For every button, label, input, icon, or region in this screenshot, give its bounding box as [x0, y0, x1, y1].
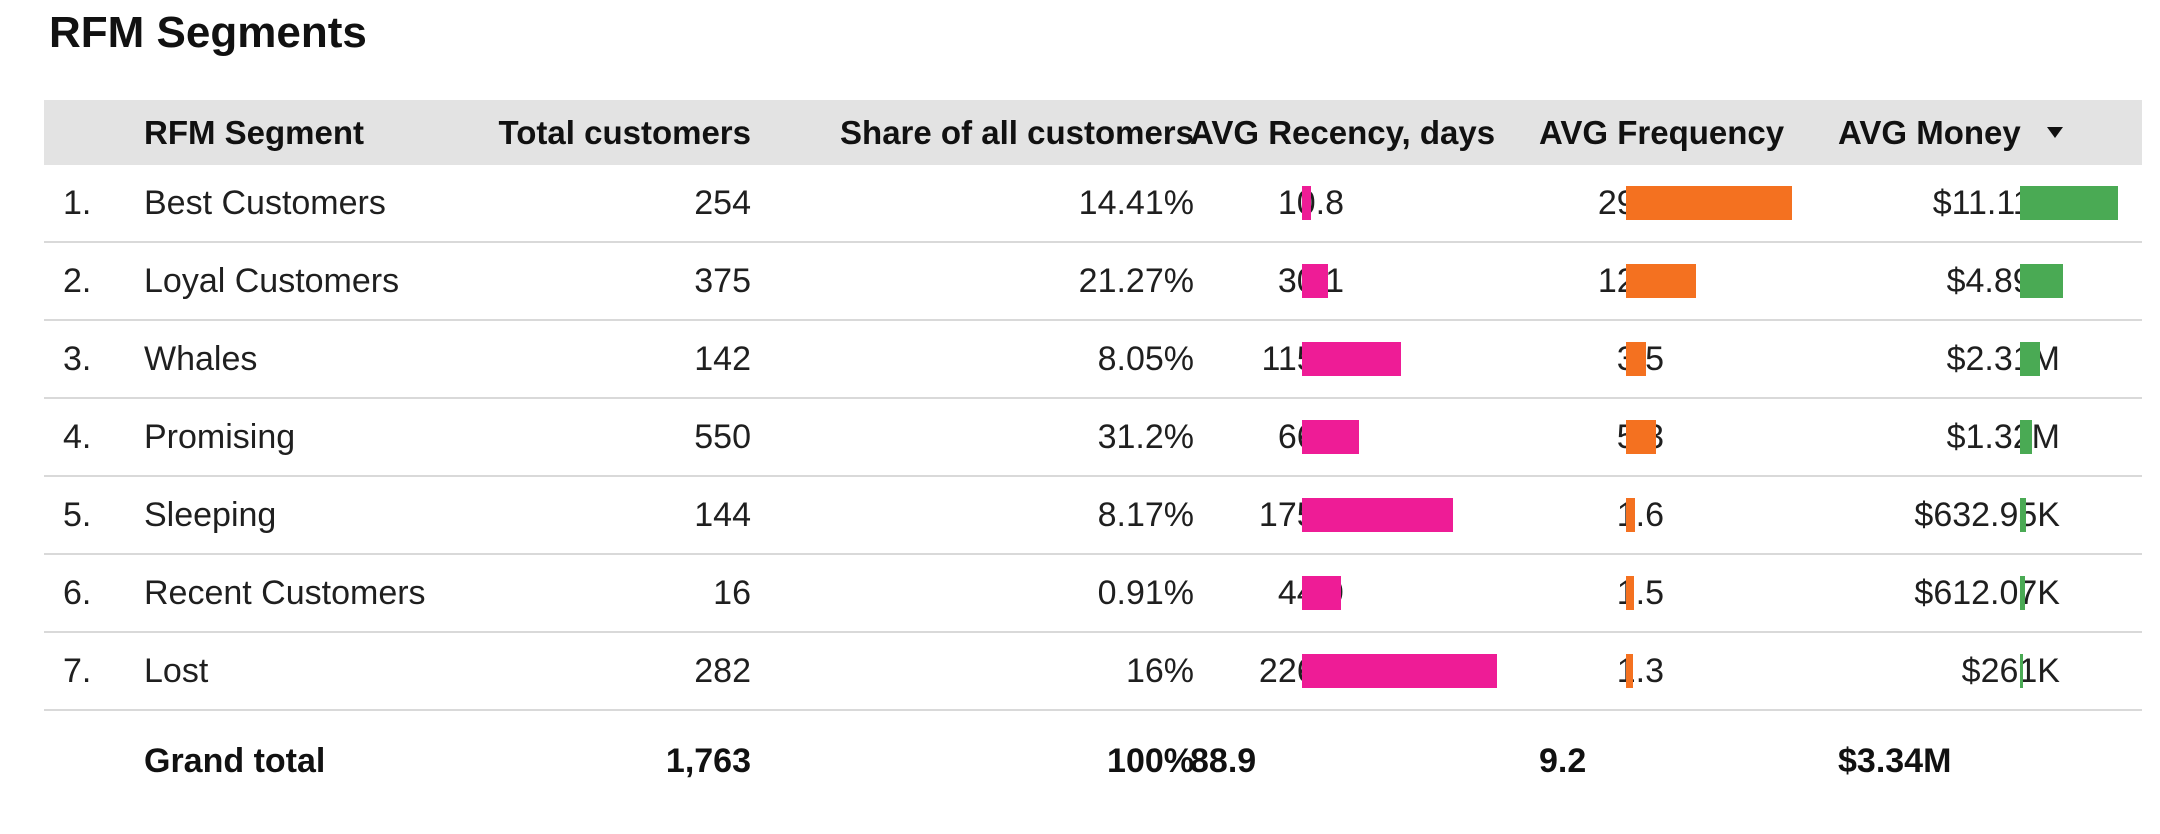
page-title: RFM Segments [49, 8, 367, 57]
row-frequency: 1.3 [1616, 651, 1664, 690]
row-total-customers: 142 [694, 339, 751, 378]
recency-bar [1302, 576, 1341, 610]
frequency-bar [1626, 186, 1792, 220]
header-frequency[interactable]: AVG Frequency [1539, 113, 1785, 151]
grand-total-row: Grand total 1,763 100% 88.9 9.2 $3.34M [44, 711, 2142, 811]
money-bar [2020, 654, 2023, 688]
row-total-customers: 144 [694, 495, 751, 534]
money-bar [2020, 264, 2064, 298]
header-share[interactable]: Share of all customers [840, 113, 1194, 151]
row-frequency: 1.6 [1616, 495, 1664, 534]
row-total-customers: 282 [694, 651, 751, 690]
row-segment: Best Customers [144, 183, 386, 222]
row-frequency: 1.5 [1616, 573, 1664, 612]
rfm-table: RFM Segment Total customers Share of all… [44, 100, 2142, 811]
row-total-customers: 375 [694, 261, 751, 300]
header-money-label: AVG Money [1838, 113, 2021, 151]
money-bar [2020, 498, 2026, 532]
row-segment: Lost [144, 651, 209, 690]
row-total-customers: 550 [694, 417, 751, 456]
row-total-customers: 254 [694, 183, 751, 222]
row-share: 21.27% [1078, 261, 1194, 300]
row-index: 3. [63, 339, 92, 378]
header-money[interactable]: AVG Money [1838, 100, 2063, 165]
row-total-customers: 16 [713, 573, 751, 612]
row-money: $261K [1961, 651, 2060, 690]
row-share: 14.41% [1078, 183, 1194, 222]
row-money: $2.31M [1946, 339, 2060, 378]
money-bar [2020, 186, 2118, 220]
grand-total-recency: 88.9 [1190, 741, 1257, 780]
recency-bar [1302, 498, 1453, 532]
row-segment: Sleeping [144, 495, 277, 534]
frequency-bar [1626, 264, 1696, 298]
row-segment: Recent Customers [144, 573, 426, 612]
money-bar [2020, 342, 2041, 376]
row-money: $612.07K [1914, 573, 2060, 612]
header-recency[interactable]: AVG Recency, days [1190, 113, 1496, 151]
row-segment: Loyal Customers [144, 261, 400, 300]
row-money: $1.32M [1946, 417, 2060, 456]
money-bar [2020, 576, 2026, 610]
grand-total-share: 100% [1107, 741, 1194, 780]
table-body: 1.Best Customers25414.41%10.829.4$11.11M… [44, 165, 2142, 711]
row-share: 31.2% [1097, 417, 1194, 456]
frequency-bar [1626, 654, 1634, 688]
grand-total-customers: 1,763 [665, 741, 751, 780]
sort-descending-icon[interactable] [2046, 127, 2063, 138]
frequency-bar [1626, 342, 1646, 376]
row-index: 7. [63, 651, 92, 690]
recency-bar [1302, 420, 1359, 454]
recency-bar [1302, 186, 1312, 220]
row-segment: Promising [144, 417, 296, 456]
grand-total-frequency: 9.2 [1539, 741, 1587, 780]
recency-bar [1302, 342, 1402, 376]
row-index: 2. [63, 261, 92, 300]
header-total-customers[interactable]: Total customers [498, 113, 751, 151]
row-index: 4. [63, 417, 92, 456]
row-share: 8.05% [1097, 339, 1194, 378]
row-index: 5. [63, 495, 92, 534]
row-segment: Whales [144, 339, 258, 378]
row-index: 6. [63, 573, 92, 612]
frequency-bar [1626, 420, 1656, 454]
table-header: RFM Segment Total customers Share of all… [44, 100, 2142, 165]
frequency-bar [1626, 576, 1635, 610]
row-share: 16% [1125, 651, 1194, 690]
frequency-bar [1626, 498, 1636, 532]
row-money: $632.95K [1914, 495, 2060, 534]
money-bar [2020, 420, 2032, 454]
row-share: 8.17% [1097, 495, 1194, 534]
recency-bar [1302, 654, 1497, 688]
recency-bar [1302, 264, 1328, 298]
row-recency: 10.8 [1174, 165, 1344, 241]
grand-total-money: $3.34M [1838, 741, 1952, 780]
header-segment[interactable]: RFM Segment [144, 113, 365, 151]
row-index: 1. [63, 183, 92, 222]
grand-total-label: Grand total [144, 741, 326, 780]
row-share: 0.91% [1097, 573, 1194, 612]
